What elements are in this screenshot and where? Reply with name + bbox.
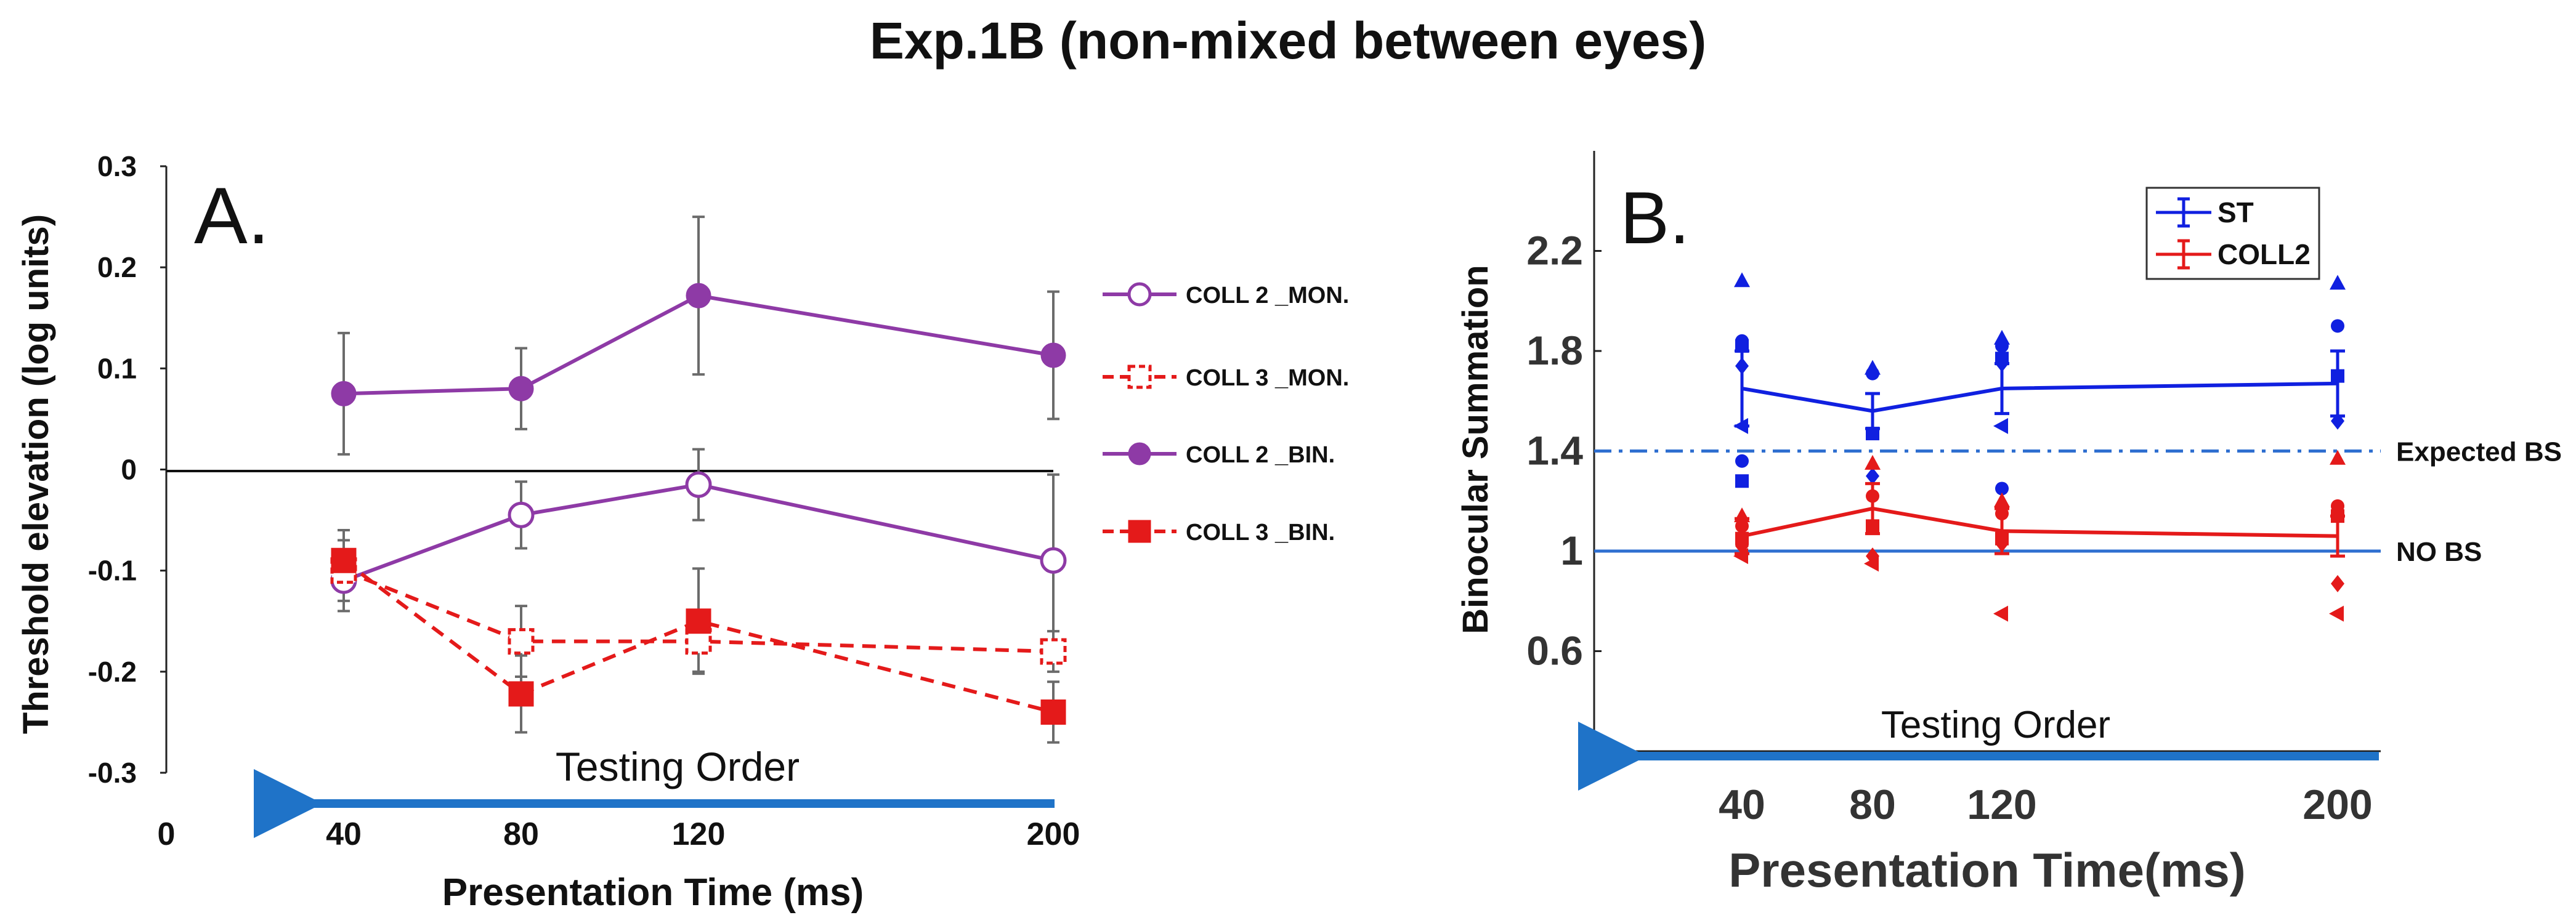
panel-a-x-axis-label: Presentation Time (ms) xyxy=(442,871,864,914)
panel-a-point xyxy=(1040,342,1066,368)
panel-a-x-tick-label: 40 xyxy=(326,816,362,852)
panel-b-y-tick-label: 0.6 xyxy=(1526,628,1583,674)
panel-b-subject-point xyxy=(1993,605,2008,622)
panel-b-x-axis-label: Presentation Time(ms) xyxy=(1728,843,2245,897)
panel-a-y-axis-label: Threshold elevation (log units) xyxy=(16,214,56,734)
panel-a-series-line xyxy=(342,558,1054,714)
panel-a-x-tick-label: 120 xyxy=(672,816,726,852)
panel-b-series xyxy=(1733,272,2346,622)
panel-a-legend-entry: COLL 2 _MON. xyxy=(1186,283,1349,308)
panel-b-reference-lines: Expected BS NO BS xyxy=(1594,437,2562,567)
figure-title: Exp.1B (non-mixed between eyes) xyxy=(870,12,1706,70)
panel-b-x-tick-label: 120 xyxy=(1967,781,2036,828)
panel-b-subject-point xyxy=(1993,417,2008,434)
panel-b-subject-point xyxy=(1995,482,2009,496)
panel-a-x-tick-label: 200 xyxy=(1027,816,1080,852)
panel-b-series-line xyxy=(1741,381,2338,413)
panel-b-y-tick-label: 2.2 xyxy=(1526,228,1583,273)
panel-a-y-tick-label: 0.3 xyxy=(97,150,137,182)
panel-b-subject-point xyxy=(1864,555,1879,572)
panel-a-legend-marker xyxy=(1128,442,1151,466)
panel-a-point xyxy=(1040,547,1067,574)
panel-a-series-line xyxy=(342,483,1054,582)
panel-b-subject-point xyxy=(2331,319,2344,333)
panel-b-label: B. xyxy=(1620,177,1690,259)
panel-a-y-tick-label: -0.1 xyxy=(88,555,137,587)
panel-b-subject-point xyxy=(2330,449,2346,465)
panel-a-point xyxy=(508,681,534,707)
panel-b-reference-label: NO BS xyxy=(2396,537,2482,567)
panel-b-x-ticks: 40 80 120 200 xyxy=(1719,781,2373,828)
panel-a-x-ticks: 0 40 80 120 200 xyxy=(158,816,1080,852)
panel-a-legend-marker xyxy=(1127,365,1152,389)
panel-b-subject-point xyxy=(2330,275,2346,290)
panel-b-x-tick-label: 200 xyxy=(2303,781,2372,828)
panel-b-subject-point xyxy=(2329,605,2344,622)
panel-a-point xyxy=(331,381,357,406)
panel-a-legend-entry: COLL 3 _BIN. xyxy=(1186,520,1335,546)
panel-a-legend-entry: COLL 2 _BIN. xyxy=(1186,442,1335,468)
panel-a-y-tick-label: 0.1 xyxy=(97,352,137,384)
panel-b-y-tick-label: 1 xyxy=(1560,528,1583,573)
panel-b-reference-label: Expected BS xyxy=(2396,437,2562,467)
panel-a-point xyxy=(508,628,535,655)
panel-b-subject-point xyxy=(2331,574,2344,592)
panel-b-y-ticks: 2.2 1.8 1.4 1 0.6 xyxy=(1526,228,1602,674)
panel-a-y-tick-label: 0 xyxy=(121,454,137,486)
panel-a-label: A. xyxy=(194,171,270,260)
panel-a-series-line xyxy=(343,294,1054,396)
panel-b-subject-point xyxy=(1866,467,1879,485)
panel-b-subject-point xyxy=(1735,454,1749,468)
panel-a-point xyxy=(686,283,711,308)
panel-a-point xyxy=(1040,638,1067,665)
panel-b-legend: ST COLL2 xyxy=(2145,187,2320,280)
panel-a-point xyxy=(331,547,357,573)
panel-b-subject-point xyxy=(1994,492,2010,507)
panel-a-point xyxy=(508,501,535,528)
panel-b-legend-entry: COLL2 xyxy=(2218,238,2311,270)
panel-a-y-ticks: 0.3 0.2 0.1 0 -0.1 -0.2 -0.3 xyxy=(88,150,166,789)
panel-b-legend-box xyxy=(2145,187,2320,280)
panel-b-x-tick-label: 80 xyxy=(1849,781,1896,828)
panel-a-series xyxy=(330,216,1067,744)
panel-a: A. 0.3 0.2 0.1 0 -0.1 -0.2 -0.3 0 40 80 120 200 Th… xyxy=(16,150,1349,914)
panel-a-arrow-label: Testing Order xyxy=(556,744,800,789)
panel-b-subject-point xyxy=(1735,339,1749,353)
panel-b-subject-point xyxy=(1865,454,1881,470)
panel-a-legend-marker xyxy=(1127,282,1152,307)
panel-a-series-line xyxy=(342,568,1054,653)
panel-b-subject-point xyxy=(1866,427,1879,441)
panel-b-y-tick-label: 1.4 xyxy=(1526,428,1583,474)
panel-a-x-tick-label: 80 xyxy=(503,816,539,852)
panel-b-subject-point xyxy=(1734,272,1750,288)
panel-b-series-line xyxy=(1741,506,2338,538)
panel-b-subject-point xyxy=(1995,339,2009,353)
panel-a-x-tick-label: 0 xyxy=(158,816,176,852)
panel-a-y-tick-label: 0.2 xyxy=(97,251,137,283)
panel-b-y-axis-label: Binocular Summation xyxy=(1456,265,1496,634)
panel-b: B. 2.2 1.8 1.4 1 0.6 40 80 120 200 Expected BS N… xyxy=(1456,151,2562,897)
panel-b-subject-point xyxy=(1735,474,1749,488)
panel-a-legend: COLL 2 _MON. COLL 3 _MON. COLL 2 _BIN. COLL… xyxy=(1103,282,1349,546)
panel-a-point xyxy=(508,376,534,401)
panel-a-point xyxy=(1040,699,1066,725)
panel-b-x-tick-label: 40 xyxy=(1719,781,1765,828)
panel-b-arrow-label: Testing Order xyxy=(1881,704,2110,746)
panel-b-legend-entry: ST xyxy=(2218,196,2254,228)
panel-b-y-tick-label: 1.8 xyxy=(1526,328,1583,373)
panel-a-point xyxy=(686,608,711,634)
panel-a-legend-entry: COLL 3 _MON. xyxy=(1186,365,1349,391)
panel-a-point xyxy=(685,471,712,498)
panel-a-y-tick-label: -0.3 xyxy=(88,757,137,789)
panel-a-legend-marker xyxy=(1128,520,1151,543)
panel-a-y-tick-label: -0.2 xyxy=(88,656,137,688)
panel-b-subject-point xyxy=(1866,366,1879,381)
